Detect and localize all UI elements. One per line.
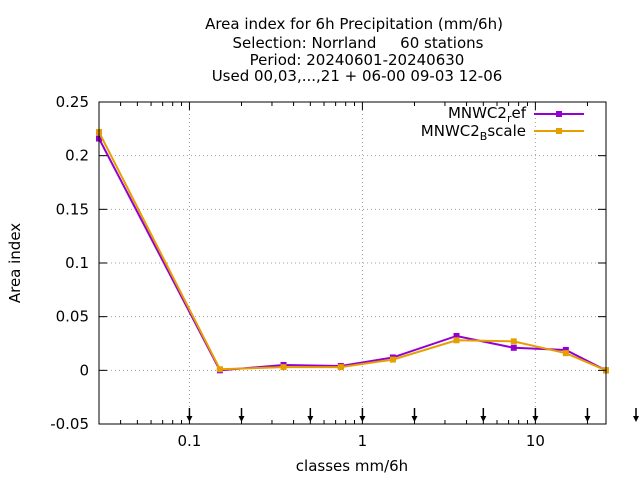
data-point-bscale [389, 356, 396, 363]
class-boundary-arrowhead [480, 416, 487, 422]
legend-entry-bscale: MNWC2Bscale [421, 122, 584, 143]
legend-marker-ref [556, 111, 562, 117]
y-tick-label: 0.2 [65, 147, 89, 165]
data-point-bscale [216, 366, 223, 373]
series-line-bscale [98, 131, 607, 372]
y-tick-label: 0.25 [56, 93, 89, 111]
x-tick-label: 0.1 [178, 432, 202, 450]
legend-marker-bscale [556, 128, 562, 134]
data-point-bscale [510, 338, 517, 345]
series-line-ref [98, 138, 607, 372]
x-axis-label: classes mm/6h [296, 457, 408, 475]
title-line-3: Period: 20240601-20240630 [250, 51, 465, 69]
data-point-ref [562, 346, 569, 353]
data-point-bscale [280, 364, 287, 371]
chart-title: Area index for 6h Precipitation (mm/6h) … [205, 15, 503, 85]
y-tick-label: 0.15 [56, 200, 89, 218]
title-line-4: Used 00,03,...,21 + 06-00 09-03 12-06 [212, 67, 503, 85]
series-layer [96, 129, 609, 374]
title-line-2: Selection: Norrland 60 stations [233, 34, 484, 52]
grid [99, 101, 606, 425]
y-axis-ticks: -0.05 0 0.05 0.1 0.15 0.2 0.25 [50, 93, 606, 433]
legend-entry-ref: MNWC2ref [448, 104, 584, 125]
y-tick-label: 0.05 [56, 308, 89, 326]
legend-label-bscale: MNWC2Bscale [421, 122, 526, 143]
x-axis-ticks: 0.1 1 10 [120, 102, 588, 450]
y-tick-label: -0.05 [50, 415, 89, 433]
data-point-ref [453, 332, 460, 339]
class-boundary-arrowhead [238, 416, 245, 422]
data-point-bscale [453, 337, 460, 344]
class-boundary-arrowhead [584, 416, 591, 422]
data-point-bscale [562, 350, 569, 357]
x-tick-label: 1 [358, 432, 368, 450]
class-boundary-arrowhead [633, 416, 639, 422]
title-line-1: Area index for 6h Precipitation (mm/6h) [205, 15, 503, 33]
class-markers [186, 408, 639, 422]
y-tick-label: 0 [79, 361, 89, 379]
y-axis-label: Area index [6, 223, 24, 303]
x-tick-label: 10 [526, 432, 545, 450]
y-tick-label: 0.1 [65, 254, 89, 272]
legend-label-ref: MNWC2ref [448, 104, 527, 125]
data-point-ref [510, 344, 517, 351]
class-boundary-arrowhead [307, 416, 314, 422]
data-point-bscale [337, 364, 344, 371]
legend: MNWC2ref MNWC2Bscale [421, 104, 584, 143]
class-boundary-arrowhead [411, 416, 418, 422]
